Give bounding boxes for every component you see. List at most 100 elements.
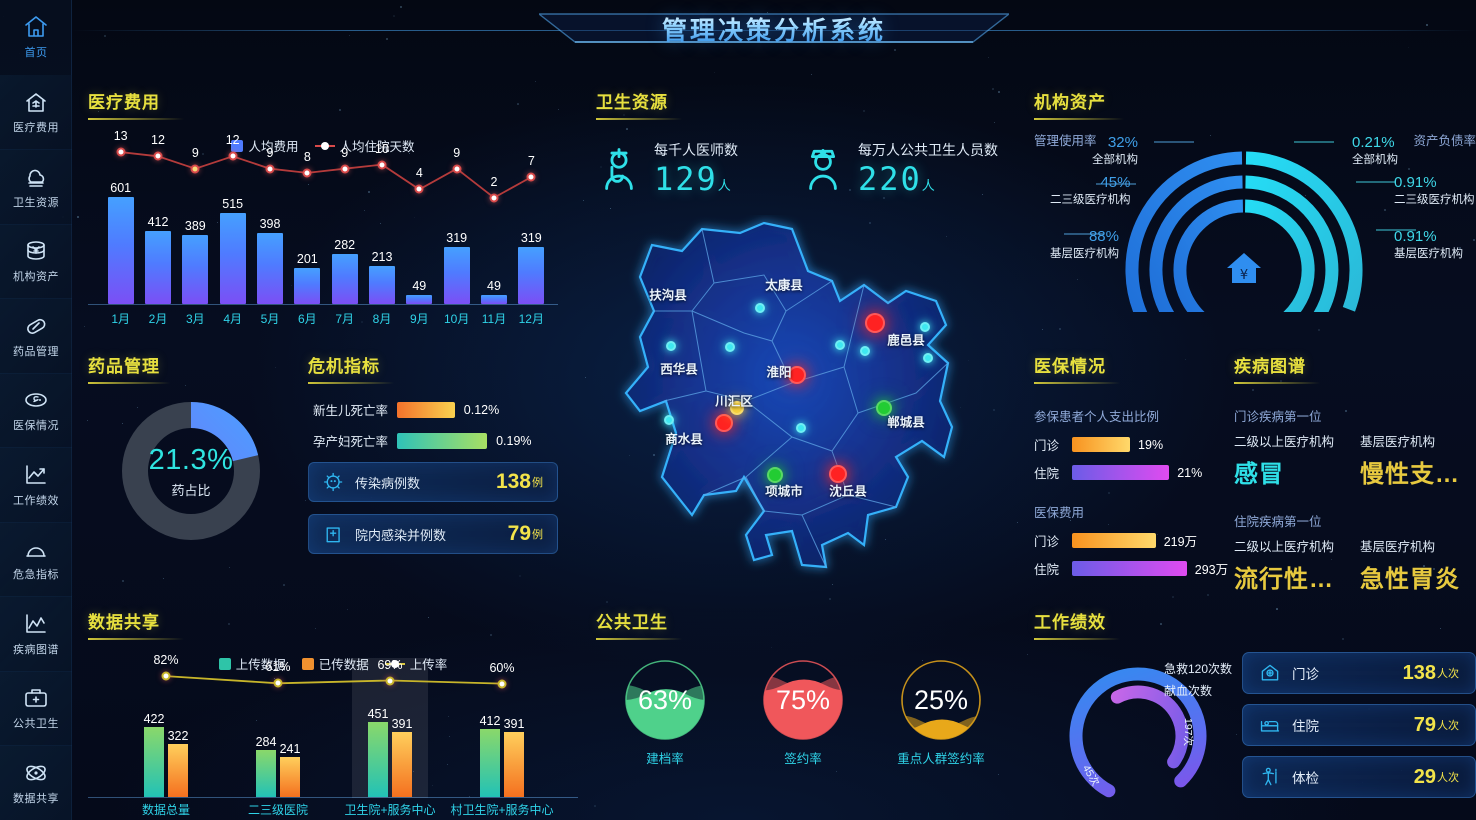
liquid-gauge-label: 建档率 <box>606 748 724 767</box>
rate-node-0 <box>162 672 171 681</box>
sidebar-item-label: 机构资产 <box>13 268 59 284</box>
performance-donut-chart: 急救120次数 献血次数 197次 45次 <box>1046 650 1246 816</box>
asset-right-item-1: 0.91% 二三级医疗机构 <box>1394 174 1475 207</box>
line-node-5 <box>303 168 312 177</box>
map-marker-14[interactable] <box>664 415 674 425</box>
drug-percent-label: 药占比 <box>171 480 210 499</box>
disease-group-head: 住院疾病第一位 <box>1234 511 1476 530</box>
bar-8 <box>406 295 432 304</box>
liquid-gauge-2: 25% 重点人群签约率 <box>882 658 1000 767</box>
public-health-kit-icon <box>23 685 49 711</box>
map-marker-15[interactable] <box>796 423 806 433</box>
sidebar-item-label: 公共卫生 <box>13 715 59 731</box>
map-region-label[interactable]: 项城市 <box>765 481 803 500</box>
map-region-label[interactable]: 西华县 <box>660 359 698 378</box>
insurance-row: 住院 293万 <box>1034 559 1244 578</box>
sidebar-item-2[interactable]: 卫生资源 <box>0 149 72 224</box>
sidebar-item-6[interactable]: 工作绩效 <box>0 447 72 522</box>
line-value: 12 <box>151 133 165 147</box>
asset-right-item-2: 0.91% 基层医疗机构 <box>1394 228 1463 261</box>
bar-done-value: 391 <box>504 717 525 731</box>
asset-left-value: 88% <box>1050 228 1119 245</box>
region-map[interactable]: 扶沟县 太康县西华县 淮阳 鹿邑县川汇区 商水县 郸城县项城市 沈丘县 <box>596 215 996 605</box>
line-node-11 <box>527 173 536 182</box>
medical-cost-chart: 601 1月 412 2月 389 3月 515 4月 398 5月 201 6月 282 7月 213 8月… <box>88 134 558 329</box>
disease-title: 疾病图谱 <box>1234 352 1476 384</box>
map-marker-2[interactable] <box>715 414 733 432</box>
nurse-icon <box>800 146 846 192</box>
bar-value: 412 <box>148 215 169 229</box>
x-tick: 12月 <box>519 310 544 327</box>
map-marker-7[interactable] <box>755 303 765 313</box>
crisis-card-0[interactable]: 传染病例数 138 例 <box>308 462 558 502</box>
sidebar-item-0[interactable]: 首页 <box>0 0 72 75</box>
insurance-row-value: 21% <box>1177 466 1202 480</box>
asset-right-value: 0.91% <box>1394 228 1463 245</box>
line-node-6 <box>340 164 349 173</box>
performance-card-1[interactable]: 住院 79 人次 <box>1242 704 1476 746</box>
health-kpi-unit: 人 <box>922 178 935 193</box>
map-region-label[interactable]: 扶沟县 <box>649 285 687 304</box>
map-marker-0[interactable] <box>865 313 885 333</box>
disease-map-icon <box>23 611 49 637</box>
map-marker-10[interactable] <box>835 340 845 350</box>
crisis-card-label: 院内感染并例数 <box>355 525 446 544</box>
bar-value: 319 <box>521 231 542 245</box>
doctor-icon <box>596 146 642 192</box>
rate-value: 69% <box>377 658 402 672</box>
map-region-label[interactable]: 郸城县 <box>887 412 925 431</box>
disease-col-value: 急性胃炎 <box>1360 559 1470 594</box>
map-region-label[interactable]: 鹿邑县 <box>887 330 925 349</box>
map-marker-13[interactable] <box>923 353 933 363</box>
sidebar-item-5[interactable]: 医保情况 <box>0 373 72 448</box>
disease-col-head: 二级以上医疗机构 <box>1234 431 1344 450</box>
line-value: 10 <box>375 142 389 156</box>
sidebar-item-1[interactable]: 医疗费用 <box>0 75 72 150</box>
sidebar-item-8[interactable]: 疾病图谱 <box>0 596 72 671</box>
map-region-label[interactable]: 太康县 <box>765 275 803 294</box>
bar-value: 389 <box>185 219 206 233</box>
insurance-row-fill <box>1072 561 1187 576</box>
performance-card-0[interactable]: 门诊 138 人次 <box>1242 652 1476 694</box>
rate-node-1 <box>274 679 283 688</box>
crisis-bar-fill <box>397 433 487 449</box>
performance-panel: 工作绩效 急救120次数 献血次数 197次 45次 <box>1034 608 1476 820</box>
insurance-row: 门诊 219万 <box>1034 531 1244 550</box>
x-tick: 7月 <box>335 310 354 327</box>
line-node-2 <box>191 164 200 173</box>
drug-percent: 21.3% <box>149 444 234 477</box>
bar-upload-0 <box>144 727 164 797</box>
bar-done-value: 322 <box>168 729 189 743</box>
sidebar-item-7[interactable]: 危急指标 <box>0 522 72 597</box>
sidebar-item-4[interactable]: 药品管理 <box>0 298 72 373</box>
sidebar-item-label: 疾病图谱 <box>13 641 59 657</box>
sidebar-item-9[interactable]: 公共卫生 <box>0 671 72 746</box>
header: 管理决策分析系统 <box>72 0 1476 62</box>
sidebar-item-3[interactable]: 机构资产 <box>0 224 72 299</box>
asset-right-label: 基层医疗机构 <box>1394 245 1463 261</box>
bar-value: 601 <box>110 181 131 195</box>
bar-value: 398 <box>260 217 281 231</box>
disease-group-1: 住院疾病第一位 二级以上医疗机构 流行性… 基层医疗机构 急性胃炎 <box>1234 511 1476 594</box>
health-resource-title: 卫生资源 <box>596 88 1016 120</box>
sidebar-item-10[interactable]: 数据共享 <box>0 745 72 820</box>
asset-left-value: 45% <box>1050 174 1131 191</box>
bar-upload-value: 284 <box>256 735 277 749</box>
map-region-label[interactable]: 川汇区 <box>715 391 753 410</box>
performance-card-2[interactable]: 体检 29 人次 <box>1242 756 1476 798</box>
map-region-label[interactable]: 沈丘县 <box>829 481 867 500</box>
map-region-label[interactable]: 商水县 <box>665 429 703 448</box>
map-region-label[interactable]: 淮阳 <box>766 362 791 381</box>
map-marker-9[interactable] <box>725 342 735 352</box>
disease-col-head: 基层医疗机构 <box>1360 431 1470 450</box>
sidebar-item-label: 医疗费用 <box>13 119 59 135</box>
map-marker-8[interactable] <box>666 341 676 351</box>
rate-node-3 <box>498 679 507 688</box>
bar-value: 201 <box>297 252 318 266</box>
drug-capsule-icon <box>23 313 49 339</box>
map-marker-11[interactable] <box>860 346 870 356</box>
performance-card-unit: 人次 <box>1437 665 1459 681</box>
data-share-chart: 422 322 数据总量 284 241 二三级医院 451 391 卫生院+服务中心 412 39… <box>88 652 578 820</box>
crisis-panel: 危机指标 新生儿死亡率 0.12% 孕产妇死亡率 0.19% 传染病例数 138… <box>308 352 558 562</box>
crisis-card-1[interactable]: 院内感染并例数 79 例 <box>308 514 558 554</box>
